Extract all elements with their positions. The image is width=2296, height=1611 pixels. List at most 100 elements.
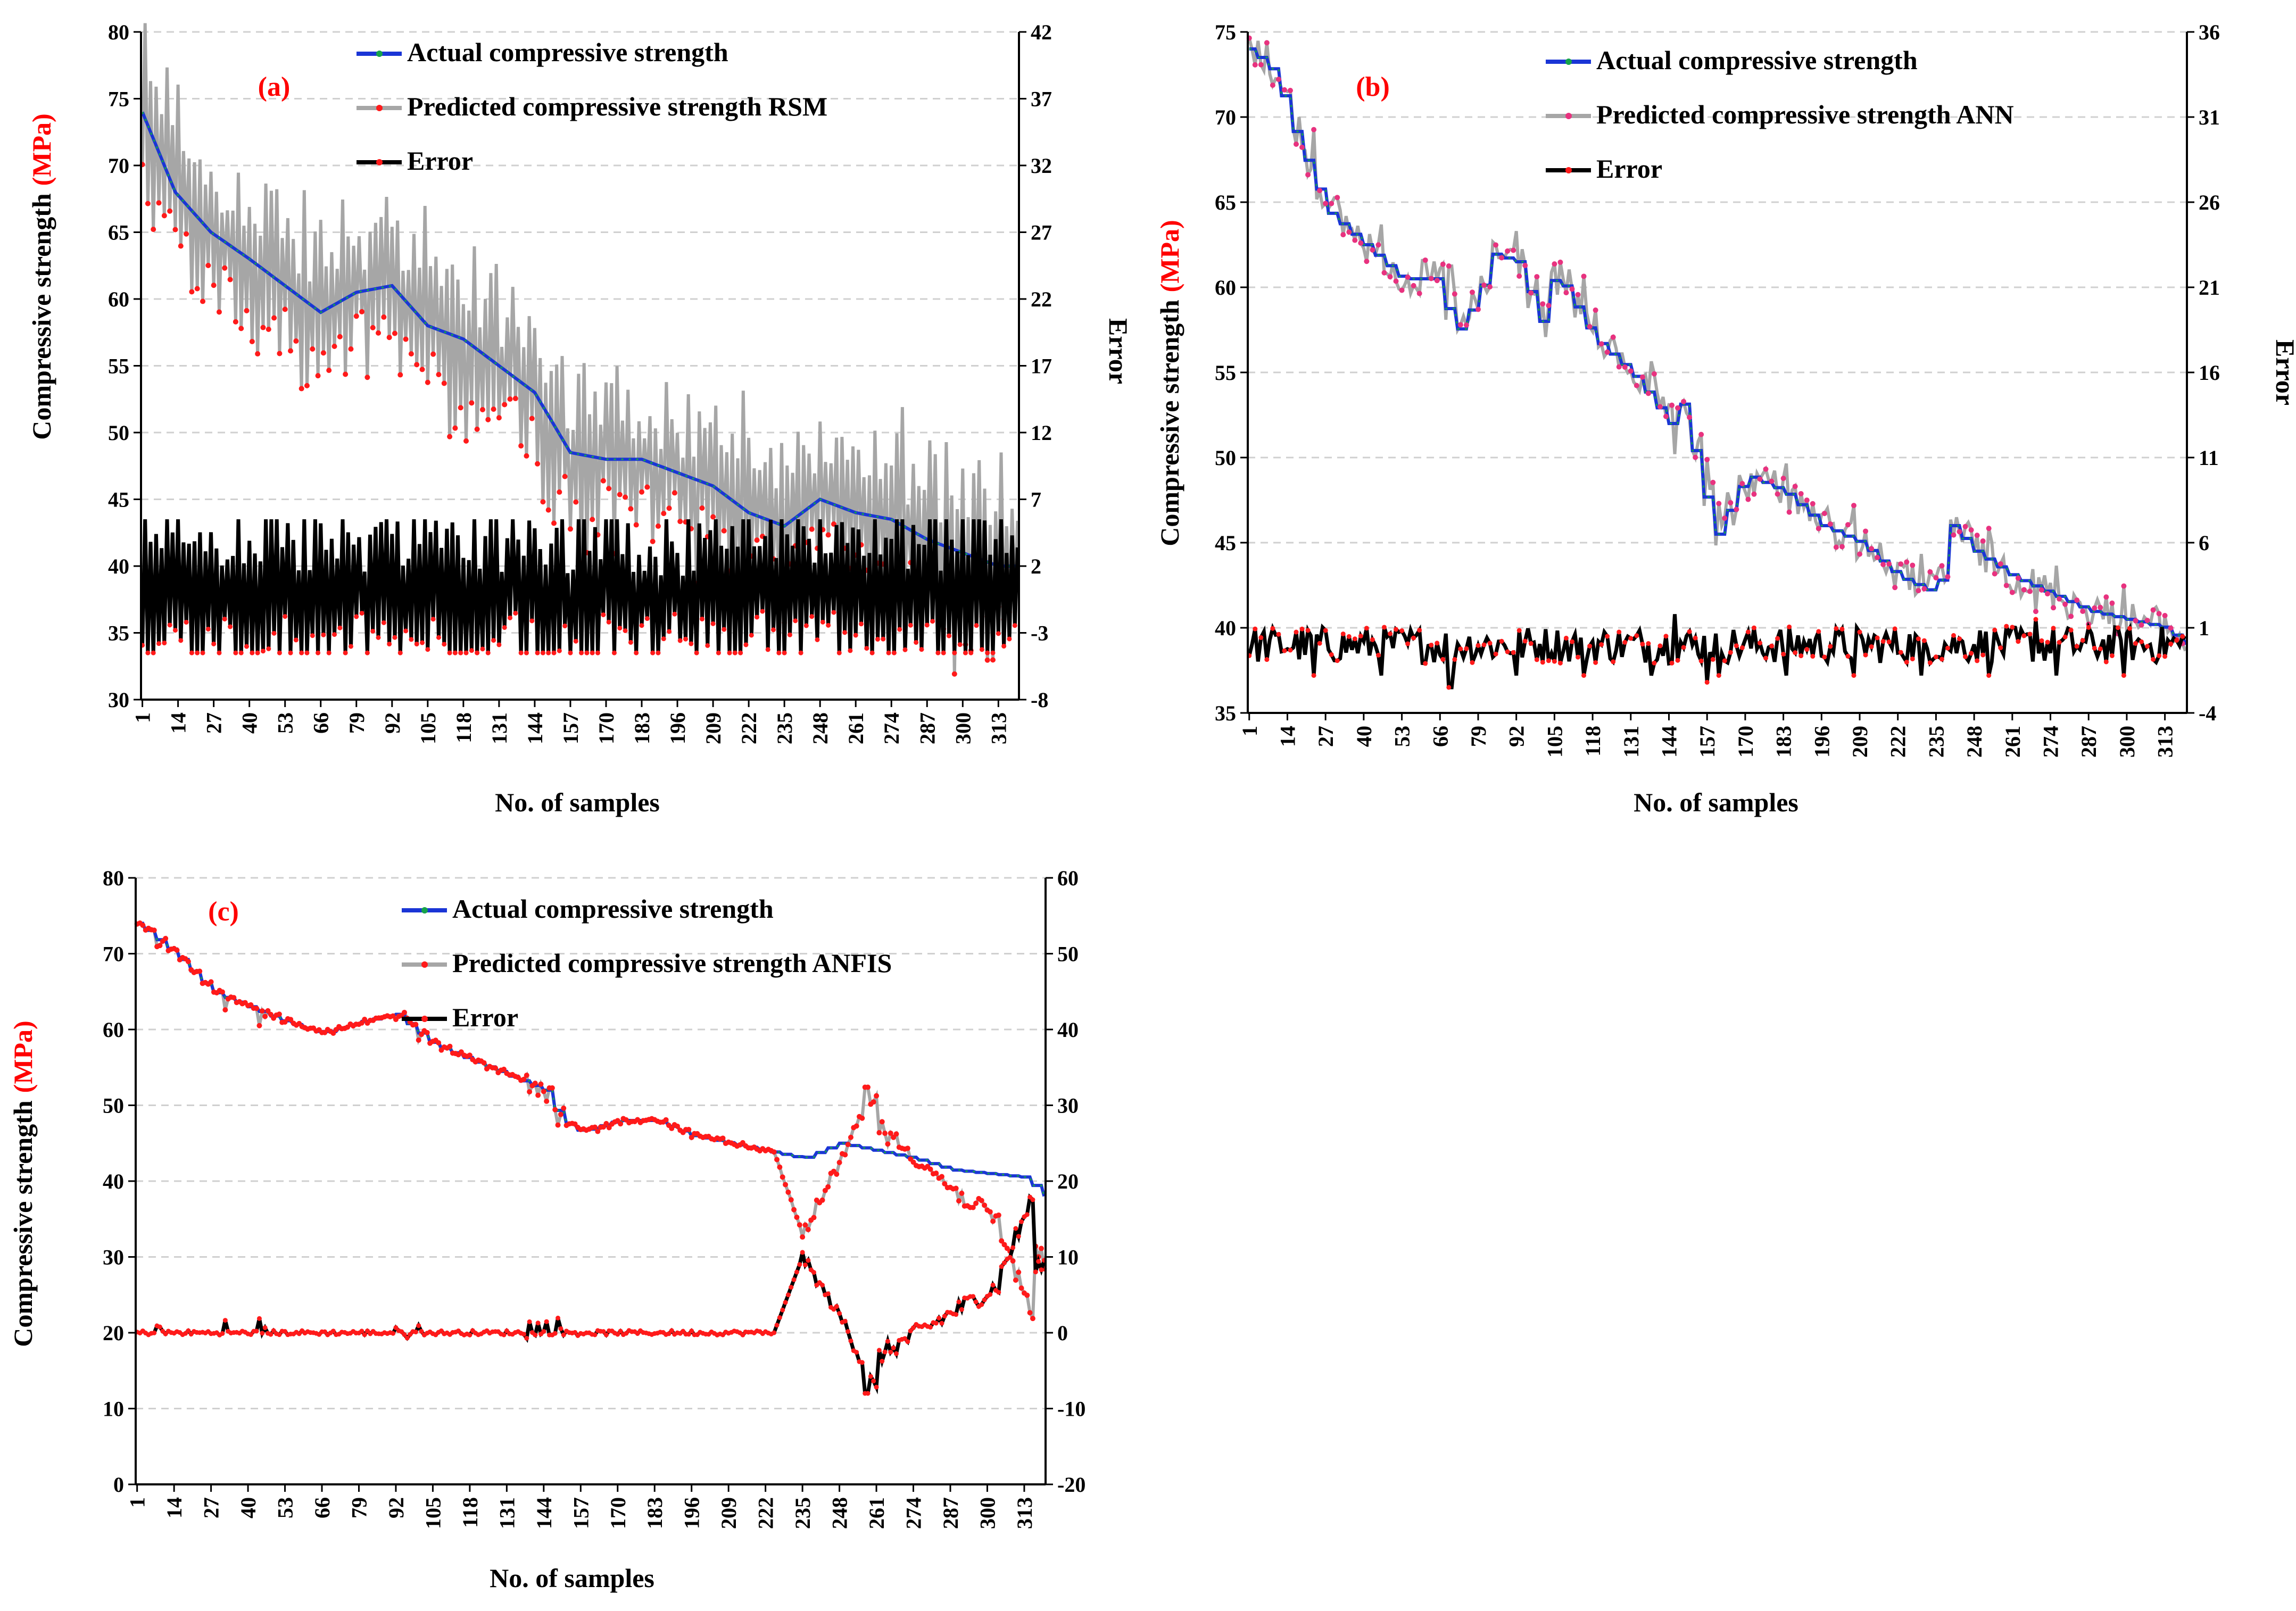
error-point	[1834, 626, 1839, 631]
error-point	[1317, 641, 1322, 646]
predicted-point	[541, 1089, 546, 1094]
error-point	[304, 650, 310, 655]
error-point	[1769, 643, 1775, 649]
predicted-point	[825, 1184, 831, 1190]
predicted-point	[845, 1142, 851, 1148]
error-point	[419, 1328, 424, 1334]
error-point	[1611, 659, 1616, 665]
error-point	[644, 616, 650, 621]
legend-item: Predicted compressive strength RSM	[357, 92, 827, 121]
error-point	[469, 648, 474, 653]
predicted-point	[1839, 544, 1845, 550]
predicted-point	[326, 368, 332, 373]
predicted-point	[859, 1115, 865, 1121]
y-tick-label: 65	[108, 221, 129, 245]
predicted-point	[282, 306, 288, 312]
series-line-actual-accent	[137, 923, 1045, 1197]
predicted-point	[1457, 322, 1463, 328]
y-tick-label: 55	[108, 354, 129, 378]
y2-tick-label: 32	[1031, 154, 1052, 178]
error-point	[798, 650, 803, 655]
y-tick-label: 55	[1215, 361, 1236, 385]
error-point	[1039, 1267, 1044, 1273]
error-point	[502, 625, 507, 630]
legend-marker	[421, 907, 428, 914]
y-tick-label: 20	[103, 1321, 124, 1345]
predicted-point	[2138, 622, 2144, 628]
predicted-point	[343, 371, 349, 377]
error-point	[533, 1332, 538, 1338]
predicted-point	[1364, 259, 1370, 264]
error-point	[871, 1379, 876, 1384]
y-axis-title-text: Compressive strength	[27, 193, 56, 440]
predicted-point	[140, 923, 146, 928]
error-point	[933, 1321, 939, 1326]
error-point	[271, 630, 277, 636]
error-point	[167, 622, 172, 628]
predicted-point	[447, 1043, 453, 1049]
error-point	[1787, 624, 1792, 629]
error-point	[2174, 638, 2179, 643]
predicted-point	[1505, 248, 1511, 254]
x-tick-label: 105	[421, 1497, 445, 1529]
x-tick-label: 274	[902, 1497, 926, 1529]
predicted-point	[1921, 586, 1927, 592]
error-point	[452, 650, 458, 655]
error-point	[337, 625, 343, 630]
predicted-point	[1651, 371, 1657, 377]
predicted-point	[951, 671, 957, 677]
error-point	[1528, 641, 1534, 646]
predicted-point	[699, 505, 705, 511]
predicted-point	[447, 434, 453, 439]
predicted-point	[979, 1198, 984, 1203]
y-tick-label: 45	[108, 488, 129, 512]
error-point	[905, 1339, 910, 1344]
error-point	[310, 633, 315, 638]
predicted-point	[255, 351, 261, 357]
y-tick-label: 60	[103, 1018, 124, 1042]
y2-tick-label: 36	[2199, 20, 2220, 44]
predicted-point	[238, 326, 244, 331]
predicted-point	[555, 1122, 561, 1128]
predicted-point	[403, 336, 409, 342]
error-point	[2127, 626, 2132, 631]
predicted-point	[1669, 402, 1675, 408]
error-point	[891, 1345, 896, 1350]
y2-tick-label: 27	[1031, 221, 1052, 245]
error-point	[1253, 626, 1258, 632]
predicted-point	[970, 1205, 976, 1210]
x-tick-label: 92	[1505, 726, 1529, 747]
y2-tick-label: 31	[2199, 105, 2220, 129]
series-line-predicted	[136, 921, 1046, 1319]
error-point	[1001, 644, 1007, 649]
error-point	[1880, 638, 1886, 644]
series-line-predicted	[1247, 37, 2187, 652]
error-point	[222, 617, 227, 622]
error-point	[1745, 629, 1751, 635]
error-point	[1910, 656, 1915, 661]
x-tick-label: 131	[487, 712, 511, 744]
predicted-point	[1563, 290, 1569, 296]
predicted-point	[485, 417, 491, 422]
predicted-point	[1016, 1269, 1022, 1275]
predicted-point	[822, 1188, 828, 1193]
predicted-point	[1375, 242, 1381, 248]
error-point	[1346, 634, 1352, 639]
x-tick-label: 27	[202, 712, 226, 734]
error-point	[908, 622, 913, 628]
predicted-point	[973, 1200, 979, 1206]
x-tick-label: 313	[1013, 1497, 1037, 1529]
predicted-point	[1258, 62, 1264, 68]
predicted-point	[777, 1164, 783, 1170]
error-point	[1892, 626, 1897, 632]
predicted-point	[538, 1081, 544, 1087]
error-point	[2016, 639, 2021, 644]
predicted-point	[1757, 476, 1763, 482]
predicted-point	[1428, 276, 1434, 281]
predicted-point	[1587, 323, 1593, 329]
legend-item: Error	[402, 1002, 518, 1032]
predicted-point	[1018, 1285, 1024, 1291]
predicted-point	[927, 1166, 933, 1172]
error-point	[803, 623, 809, 628]
predicted-point	[501, 1066, 507, 1072]
